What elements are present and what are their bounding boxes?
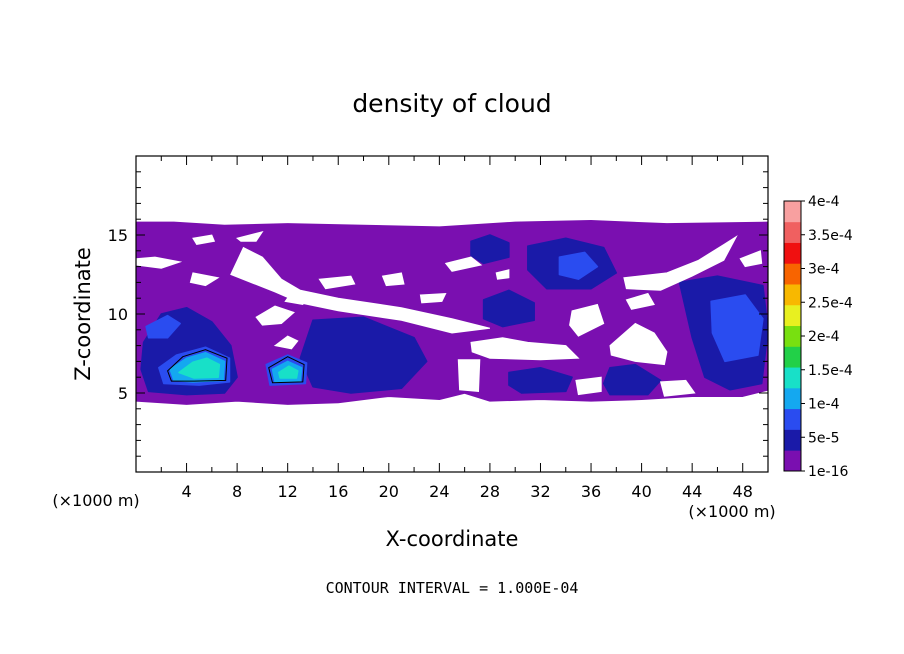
cloud-gap — [569, 303, 605, 337]
cloud-gap — [739, 250, 763, 268]
cloud-gap — [255, 305, 295, 326]
cloud-region — [508, 366, 573, 394]
cloud-region — [278, 365, 299, 379]
colorbar-label: 2e-4 — [808, 329, 840, 345]
x-tick-label: 48 — [733, 482, 753, 501]
colorbar-swatch — [784, 221, 801, 243]
colorbar-label: 4e-4 — [808, 194, 840, 210]
cloud-region — [482, 289, 535, 328]
y-axis-label: Z-coordinate — [71, 247, 95, 381]
x-tick-label: 32 — [530, 482, 550, 501]
colorbar-label: 2.5e-4 — [808, 295, 853, 311]
colorbar-label: 1.5e-4 — [808, 363, 853, 379]
colorbar-label: 1e-16 — [808, 464, 848, 480]
colorbar-swatch — [784, 263, 801, 285]
colorbar-swatch — [784, 242, 801, 264]
cloud-gap — [609, 322, 668, 366]
x-axis-unit: (×1000 m) — [688, 502, 775, 521]
cloud-density-field — [136, 220, 768, 405]
colorbar-swatch — [784, 408, 801, 430]
cloud-region — [558, 251, 599, 280]
colorbar-label: 1e-4 — [808, 397, 840, 413]
cloud-gap — [318, 275, 356, 290]
colorbar-swatch — [784, 346, 801, 368]
cloud-gap — [444, 256, 483, 272]
cloud-region — [145, 314, 181, 339]
colorbar-label: 3.5e-4 — [808, 228, 853, 244]
x-tick-label: 24 — [429, 482, 449, 501]
cloud-region — [710, 294, 764, 363]
cloud-gap — [136, 256, 183, 269]
contour-interval-note: CONTOUR INTERVAL = 1.000E-04 — [326, 579, 579, 597]
x-tick-label: 12 — [278, 482, 298, 501]
colorbar-swatch — [784, 450, 801, 472]
cloud-gap — [625, 292, 655, 310]
cloud-gap — [470, 337, 580, 361]
colorbar-swatch — [784, 304, 801, 327]
x-tick-label: 8 — [232, 482, 242, 501]
cloud-gap — [381, 272, 405, 287]
x-tick-label: 28 — [480, 482, 500, 501]
x-axis-label: X-coordinate — [386, 527, 519, 551]
colorbar-swatch — [784, 367, 801, 389]
colorbar-swatch — [784, 201, 801, 223]
z-axis-unit: (×1000 m) — [52, 491, 139, 510]
cloud-region — [178, 357, 221, 379]
y-tick-label: 10 — [108, 305, 128, 324]
chart-title: density of cloud — [352, 89, 551, 118]
cloud-gap — [623, 235, 738, 291]
cloud-gap — [284, 288, 309, 306]
contour-line — [167, 349, 228, 382]
contour-line — [268, 356, 305, 384]
x-tick-label: 44 — [682, 482, 702, 501]
colorbar-swatch — [784, 387, 801, 410]
x-tick-label: 40 — [631, 482, 651, 501]
cloud-gap — [419, 292, 447, 304]
x-tick-label: 20 — [379, 482, 399, 501]
cloud-gap — [192, 234, 216, 246]
colorbar-swatch — [784, 284, 801, 306]
cloud-gap — [189, 272, 220, 287]
colorbar-swatch — [784, 429, 801, 451]
cloud-region — [602, 363, 662, 396]
x-tick-label: 36 — [581, 482, 601, 501]
cloud-gap — [457, 359, 481, 392]
colorbar-label: 3e-4 — [808, 262, 840, 278]
cloud-gap — [575, 376, 602, 396]
colorbar-swatch — [784, 325, 801, 347]
x-axis-ticks: 4 8 12 16 20 24 28 32 36 40 44 48 — [160, 156, 753, 501]
x-tick-label: 4 — [181, 482, 191, 501]
cloud-gap — [659, 379, 696, 397]
cloud-gap — [495, 269, 510, 280]
cloud-gap — [230, 246, 491, 334]
y-tick-label: 15 — [108, 226, 128, 245]
cloud-gap — [236, 230, 264, 242]
y-tick-label: 5 — [118, 384, 128, 403]
colorbar: 1e-16 5e-5 1e-4 1.5e-4 2e-4 2.5e-4 3e-4 3.5e-4 4… — [783, 194, 853, 480]
colorbar-label: 5e-5 — [808, 430, 839, 446]
cloud-gap — [273, 335, 299, 350]
x-tick-label: 16 — [328, 482, 348, 501]
cloud-region — [470, 234, 510, 265]
y-axis-ticks: 5 10 15 — [108, 171, 768, 457]
